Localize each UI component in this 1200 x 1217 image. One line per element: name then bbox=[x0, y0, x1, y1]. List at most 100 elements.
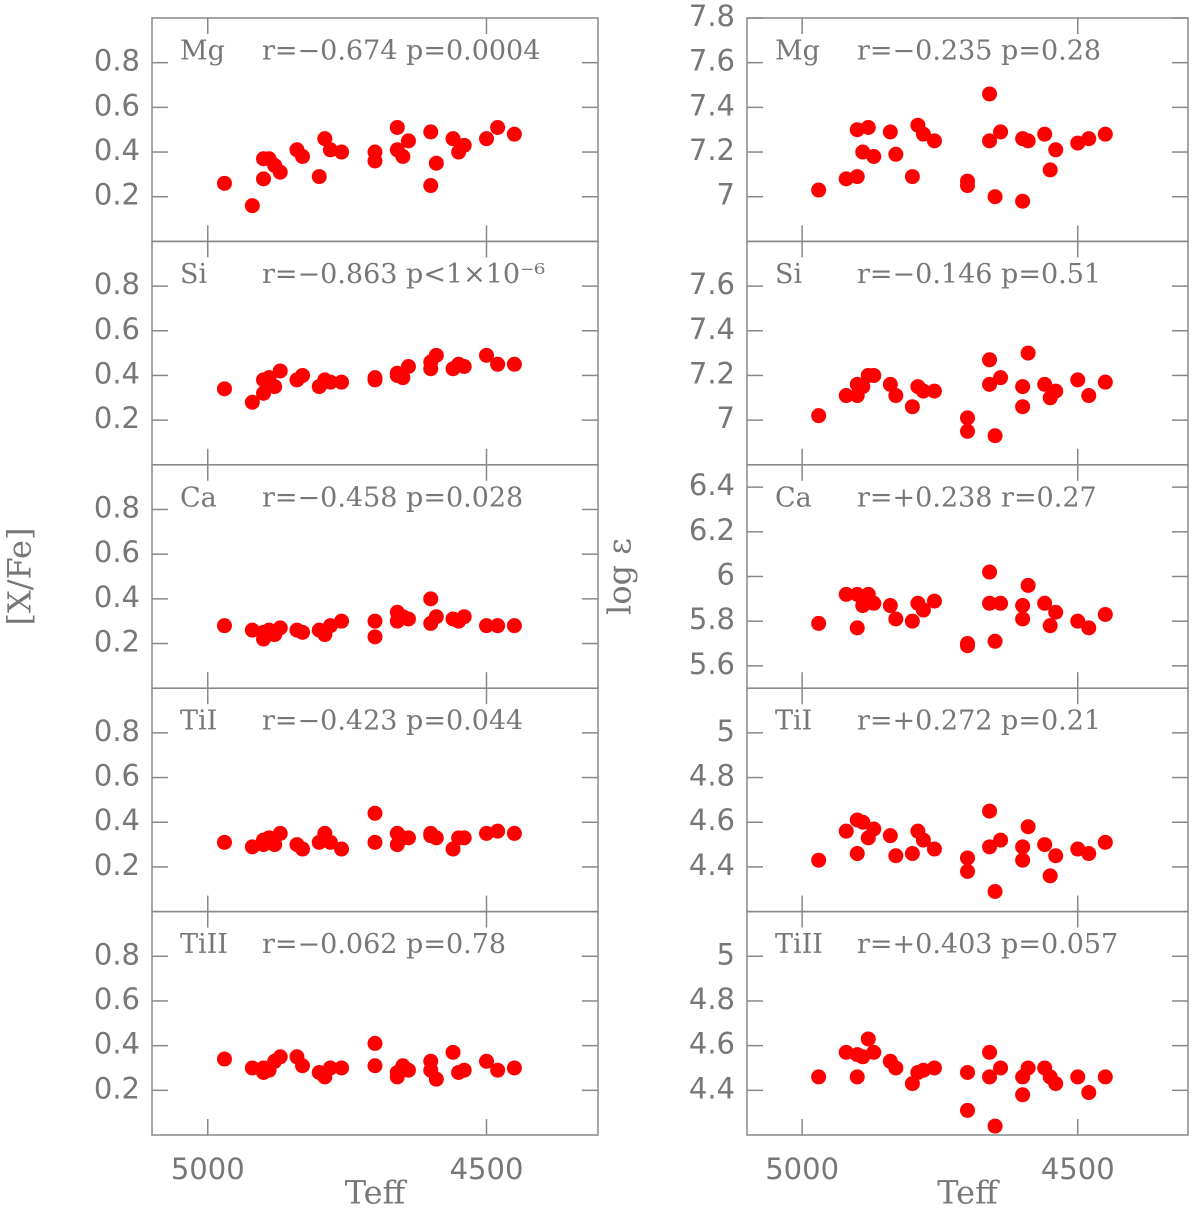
point bbox=[982, 376, 998, 392]
point bbox=[1015, 839, 1031, 855]
point bbox=[1081, 846, 1097, 862]
point bbox=[987, 633, 1003, 649]
point bbox=[267, 837, 283, 853]
y-tick-label: 7.6 bbox=[689, 267, 735, 301]
point bbox=[904, 1076, 920, 1092]
y-tick-label: 0.2 bbox=[94, 848, 140, 882]
y-axis-label: log ε bbox=[601, 538, 639, 615]
element-label: TiI bbox=[775, 706, 812, 737]
point bbox=[987, 883, 1003, 899]
point bbox=[423, 178, 439, 194]
point bbox=[993, 124, 1009, 140]
point bbox=[1015, 598, 1031, 614]
point bbox=[428, 155, 444, 171]
point bbox=[888, 848, 904, 864]
stats-label: r=−0.423 p=0.044 bbox=[262, 706, 523, 737]
point bbox=[866, 821, 882, 837]
point bbox=[506, 356, 522, 372]
point bbox=[367, 613, 383, 629]
point bbox=[960, 863, 975, 879]
point bbox=[860, 119, 876, 135]
point bbox=[334, 841, 350, 857]
point bbox=[400, 133, 416, 149]
element-label: Mg bbox=[180, 36, 225, 67]
point bbox=[267, 379, 283, 395]
point bbox=[1015, 611, 1031, 627]
point bbox=[445, 1044, 461, 1060]
point bbox=[479, 347, 494, 363]
element-label: Ca bbox=[775, 482, 812, 513]
stats-label: r=+0.238 r=0.27 bbox=[857, 482, 1097, 513]
point bbox=[506, 1060, 522, 1076]
point bbox=[1097, 834, 1113, 850]
point bbox=[1097, 374, 1113, 390]
y-tick-label: 0.6 bbox=[94, 535, 140, 569]
point bbox=[334, 374, 350, 390]
point bbox=[926, 593, 942, 609]
point bbox=[811, 852, 827, 868]
stats-label: r=+0.272 p=0.21 bbox=[857, 706, 1101, 737]
x-tick-label: 4500 bbox=[450, 1152, 524, 1186]
point bbox=[993, 1060, 1009, 1076]
y-tick-label: 0.6 bbox=[94, 88, 140, 122]
y-tick-label: 7 bbox=[717, 178, 735, 212]
point bbox=[987, 428, 1003, 444]
point bbox=[904, 613, 920, 629]
point bbox=[244, 198, 260, 214]
point bbox=[888, 1060, 904, 1076]
point bbox=[960, 1102, 975, 1118]
stats-label: r=−0.062 p=0.78 bbox=[262, 929, 506, 960]
point bbox=[960, 178, 975, 194]
point bbox=[982, 839, 998, 855]
point bbox=[1048, 1076, 1064, 1092]
point bbox=[993, 832, 1009, 848]
y-tick-label: 4.6 bbox=[689, 1027, 735, 1061]
point bbox=[1081, 620, 1097, 636]
y-tick-label: 0.4 bbox=[94, 133, 140, 167]
x-tick-label: 5000 bbox=[765, 1152, 839, 1186]
point bbox=[445, 131, 461, 147]
point bbox=[428, 1071, 444, 1087]
point bbox=[960, 1064, 975, 1080]
point bbox=[1042, 868, 1058, 884]
y-tick-label: 0.8 bbox=[94, 714, 140, 748]
point bbox=[1097, 126, 1113, 142]
point bbox=[334, 1060, 350, 1076]
y-tick-label: 6.4 bbox=[689, 468, 735, 502]
y-tick-label: 0.4 bbox=[94, 356, 140, 390]
point bbox=[506, 618, 522, 634]
point bbox=[866, 595, 882, 611]
element-label: Si bbox=[775, 259, 802, 290]
y-tick-label: 0.2 bbox=[94, 178, 140, 212]
point bbox=[490, 1062, 506, 1078]
point bbox=[1015, 379, 1031, 395]
point bbox=[882, 124, 898, 140]
point bbox=[1097, 1069, 1113, 1085]
y-tick-label: 0.6 bbox=[94, 312, 140, 346]
point bbox=[216, 175, 232, 191]
y-axis-label: [X/Fe] bbox=[1, 528, 39, 626]
point bbox=[960, 850, 975, 866]
point bbox=[367, 805, 383, 821]
element-label: Si bbox=[180, 259, 207, 290]
point bbox=[295, 624, 311, 640]
point bbox=[888, 146, 904, 162]
point bbox=[1048, 383, 1064, 399]
element-label: TiI bbox=[180, 706, 217, 737]
point bbox=[811, 615, 827, 631]
point bbox=[982, 803, 998, 819]
point bbox=[428, 609, 444, 625]
y-tick-label: 0.4 bbox=[94, 1027, 140, 1061]
point bbox=[866, 1044, 882, 1060]
element-label: TiII bbox=[180, 929, 228, 960]
point bbox=[1037, 376, 1053, 392]
point bbox=[1037, 595, 1053, 611]
point bbox=[400, 611, 416, 627]
point bbox=[445, 841, 461, 857]
point bbox=[915, 602, 931, 618]
y-tick-label: 5 bbox=[717, 714, 735, 748]
point bbox=[334, 613, 350, 629]
point bbox=[811, 182, 827, 198]
point bbox=[993, 370, 1009, 386]
point bbox=[295, 367, 311, 383]
